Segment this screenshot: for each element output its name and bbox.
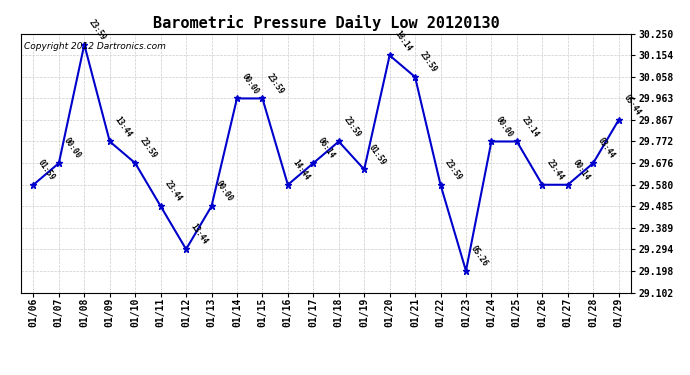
- Text: Copyright 2012 Dartronics.com: Copyright 2012 Dartronics.com: [23, 42, 166, 51]
- Text: 00:00: 00:00: [494, 115, 515, 139]
- Text: 23:59: 23:59: [138, 136, 159, 160]
- Text: 14:44: 14:44: [290, 158, 311, 182]
- Text: 23:14: 23:14: [520, 115, 540, 139]
- Text: 00:14: 00:14: [571, 158, 591, 182]
- Text: 05:44: 05:44: [622, 93, 642, 117]
- Text: 23:59: 23:59: [443, 158, 464, 182]
- Text: 23:59: 23:59: [265, 72, 286, 96]
- Text: 23:59: 23:59: [87, 18, 108, 42]
- Text: 00:00: 00:00: [215, 179, 235, 203]
- Text: 13:44: 13:44: [112, 115, 133, 139]
- Text: 05:26: 05:26: [469, 244, 489, 268]
- Text: 00:00: 00:00: [239, 72, 260, 96]
- Text: 23:59: 23:59: [342, 115, 362, 139]
- Text: 23:59: 23:59: [418, 50, 438, 74]
- Text: 00:00: 00:00: [61, 136, 82, 160]
- Text: 23:44: 23:44: [164, 179, 184, 203]
- Text: 18:14: 18:14: [393, 28, 413, 53]
- Text: 01:59: 01:59: [367, 142, 388, 166]
- Text: 01:59: 01:59: [36, 158, 57, 182]
- Text: 06:14: 06:14: [316, 136, 337, 160]
- Title: Barometric Pressure Daily Low 20120130: Barometric Pressure Daily Low 20120130: [152, 15, 500, 31]
- Text: 13:44: 13:44: [189, 222, 210, 246]
- Text: 23:44: 23:44: [545, 158, 566, 182]
- Text: 03:44: 03:44: [596, 136, 617, 160]
